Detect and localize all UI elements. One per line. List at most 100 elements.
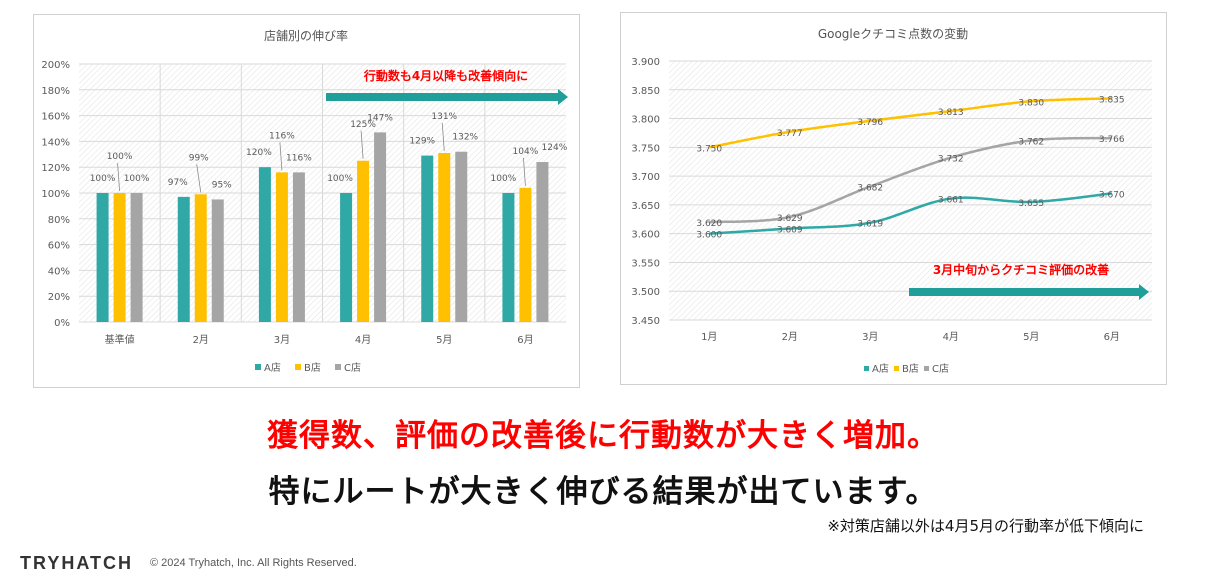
y-tick-label: 100% — [41, 189, 70, 200]
bar-B店 — [194, 194, 207, 322]
data-label: 3.655 — [1018, 199, 1044, 209]
data-label: 3.762 — [1018, 137, 1044, 147]
data-label: 124% — [542, 143, 568, 153]
data-label: 116% — [286, 153, 312, 163]
x-tick-label: 5月 — [1023, 331, 1039, 343]
y-tick-label: 140% — [41, 137, 70, 148]
y-tick-label: 120% — [41, 163, 70, 174]
leader-line — [441, 122, 445, 152]
data-label: 97% — [168, 178, 188, 188]
series-line-A店 — [709, 192, 1112, 235]
data-label: 100% — [90, 174, 116, 184]
trend-arrow — [909, 284, 1149, 300]
series-line-B店 — [709, 97, 1112, 149]
y-tick-label: 0% — [54, 318, 70, 329]
brand-logo: TRYHATCH — [20, 553, 133, 573]
callout-text: 3月中旬からクチコミ評価の改善 — [933, 262, 1109, 277]
arrow-head — [558, 89, 568, 105]
bar-C店 — [536, 162, 549, 322]
footnote: ※対策店舗以外は4月5月の行動率が低下傾向に — [827, 517, 1144, 535]
leader-line — [523, 157, 526, 186]
x-tick-label: 4月 — [943, 331, 959, 343]
y-tick-label: 3.800 — [631, 115, 660, 126]
bar-C店 — [292, 172, 305, 322]
data-label: 125% — [350, 120, 376, 130]
data-label: 3.830 — [1018, 98, 1044, 108]
leader-line — [360, 130, 364, 159]
y-tick-label: 3.650 — [631, 201, 660, 212]
data-label: 100% — [327, 174, 353, 184]
data-label: 3.600 — [696, 231, 722, 241]
data-label: 116% — [269, 131, 295, 141]
y-tick-label: 40% — [48, 266, 70, 277]
arrow-shaft — [909, 288, 1139, 296]
data-label: 95% — [212, 180, 232, 190]
y-tick-label: 60% — [48, 241, 70, 252]
subline: 特にルートが大きく伸びる結果が出ています。 — [268, 474, 938, 510]
x-tick-label: 3月 — [862, 331, 878, 343]
y-tick-label: 3.450 — [631, 316, 660, 327]
legend-swatch — [335, 364, 341, 370]
x-tick-label: 6月 — [517, 334, 533, 346]
bar-B店 — [113, 193, 126, 322]
data-label: 3.682 — [857, 183, 883, 193]
legend-swatch — [295, 364, 301, 370]
data-label: 3.619 — [857, 220, 883, 230]
legend-swatch — [894, 366, 899, 371]
legend-label: A店 — [872, 362, 889, 375]
legend-label: B店 — [304, 361, 321, 374]
data-label: 100% — [491, 174, 517, 184]
bar-A店 — [258, 167, 271, 322]
legend-label: C店 — [932, 362, 949, 375]
bar-C店 — [374, 132, 387, 322]
bar-B店 — [357, 160, 370, 322]
y-tick-label: 3.500 — [631, 287, 660, 298]
bar-A店 — [177, 196, 190, 322]
data-label: 3.835 — [1099, 95, 1125, 105]
bar-A店 — [96, 193, 109, 322]
leader-line — [196, 164, 202, 193]
legend-swatch — [255, 364, 261, 370]
bar-C店 — [211, 199, 224, 322]
bar-C店 — [130, 193, 143, 322]
bar-chart-panel: 店舗別の伸び率 0% 20% 40% 60% 80% 100% 120% 140% 160% 180… — [33, 14, 580, 388]
y-tick-label: 3.900 — [631, 57, 660, 68]
data-label: 132% — [452, 133, 478, 143]
x-tick-label: 2月 — [782, 331, 798, 343]
x-tick-label: 1月 — [701, 331, 717, 343]
x-tick-label: 3月 — [274, 334, 290, 346]
data-label: 3.750 — [696, 144, 722, 154]
legend-swatch — [924, 366, 929, 371]
data-label: 3.766 — [1099, 135, 1125, 145]
plot-area — [669, 61, 1152, 320]
y-tick-label: 180% — [41, 86, 70, 97]
y-tick-label: 200% — [41, 60, 70, 71]
bar-A店 — [421, 155, 434, 322]
leader-line — [279, 142, 283, 171]
data-label: 3.629 — [777, 214, 803, 224]
callout-text: 行動数も4月以降も改善傾向に — [363, 68, 528, 83]
arrow-shaft — [326, 93, 558, 101]
y-tick-label: 3.600 — [631, 230, 660, 241]
legend-label: B店 — [902, 362, 919, 375]
y-tick-label: 160% — [41, 112, 70, 123]
data-label: 129% — [409, 137, 435, 147]
bar-B店 — [519, 187, 532, 322]
chart-title: Googleクチコミ点数の変動 — [818, 26, 968, 41]
bar-chart: 店舗別の伸び率 0% 20% 40% 60% 80% 100% 120% 140% 160% 180… — [41, 28, 568, 374]
data-label: 3.777 — [777, 129, 803, 139]
data-label: 100% — [107, 152, 133, 162]
arrow-head — [1139, 284, 1149, 300]
data-label: 3.661 — [938, 196, 964, 206]
y-tick-label: 20% — [48, 292, 70, 303]
data-label: 3.796 — [857, 118, 883, 128]
x-tick-label: 2月 — [193, 334, 209, 346]
y-tick-label: 80% — [48, 215, 70, 226]
copyright-text: © 2024 Tryhatch, Inc. All Rights Reserve… — [150, 557, 357, 569]
legend-label: A店 — [264, 361, 281, 374]
y-tick-label: 3.750 — [631, 143, 660, 154]
bar-A店 — [502, 193, 515, 322]
legend-swatch — [864, 366, 869, 371]
x-tick-label: 基準値 — [105, 333, 135, 346]
leader-line — [117, 162, 120, 192]
